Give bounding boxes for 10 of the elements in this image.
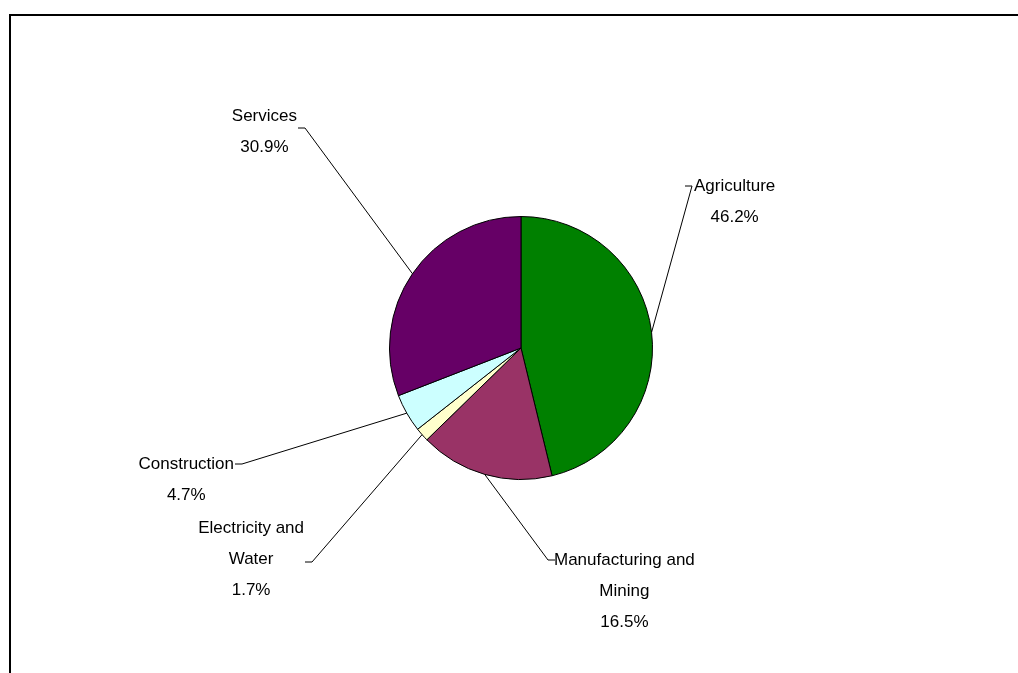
data-label: 46.2% [710,206,759,226]
slice-label: Manufacturing and Mining [553,549,695,600]
slice-label: Agriculture [694,175,776,195]
data-label: 1.7% [231,579,271,599]
slice-label: Electricity and Water [198,517,304,568]
slice-label: Services [231,105,297,125]
data-label: 30.9% [240,136,289,156]
data-label: 16.5% [600,611,649,631]
data-label: 4.7% [166,484,206,504]
slice-label: Construction [138,453,234,473]
